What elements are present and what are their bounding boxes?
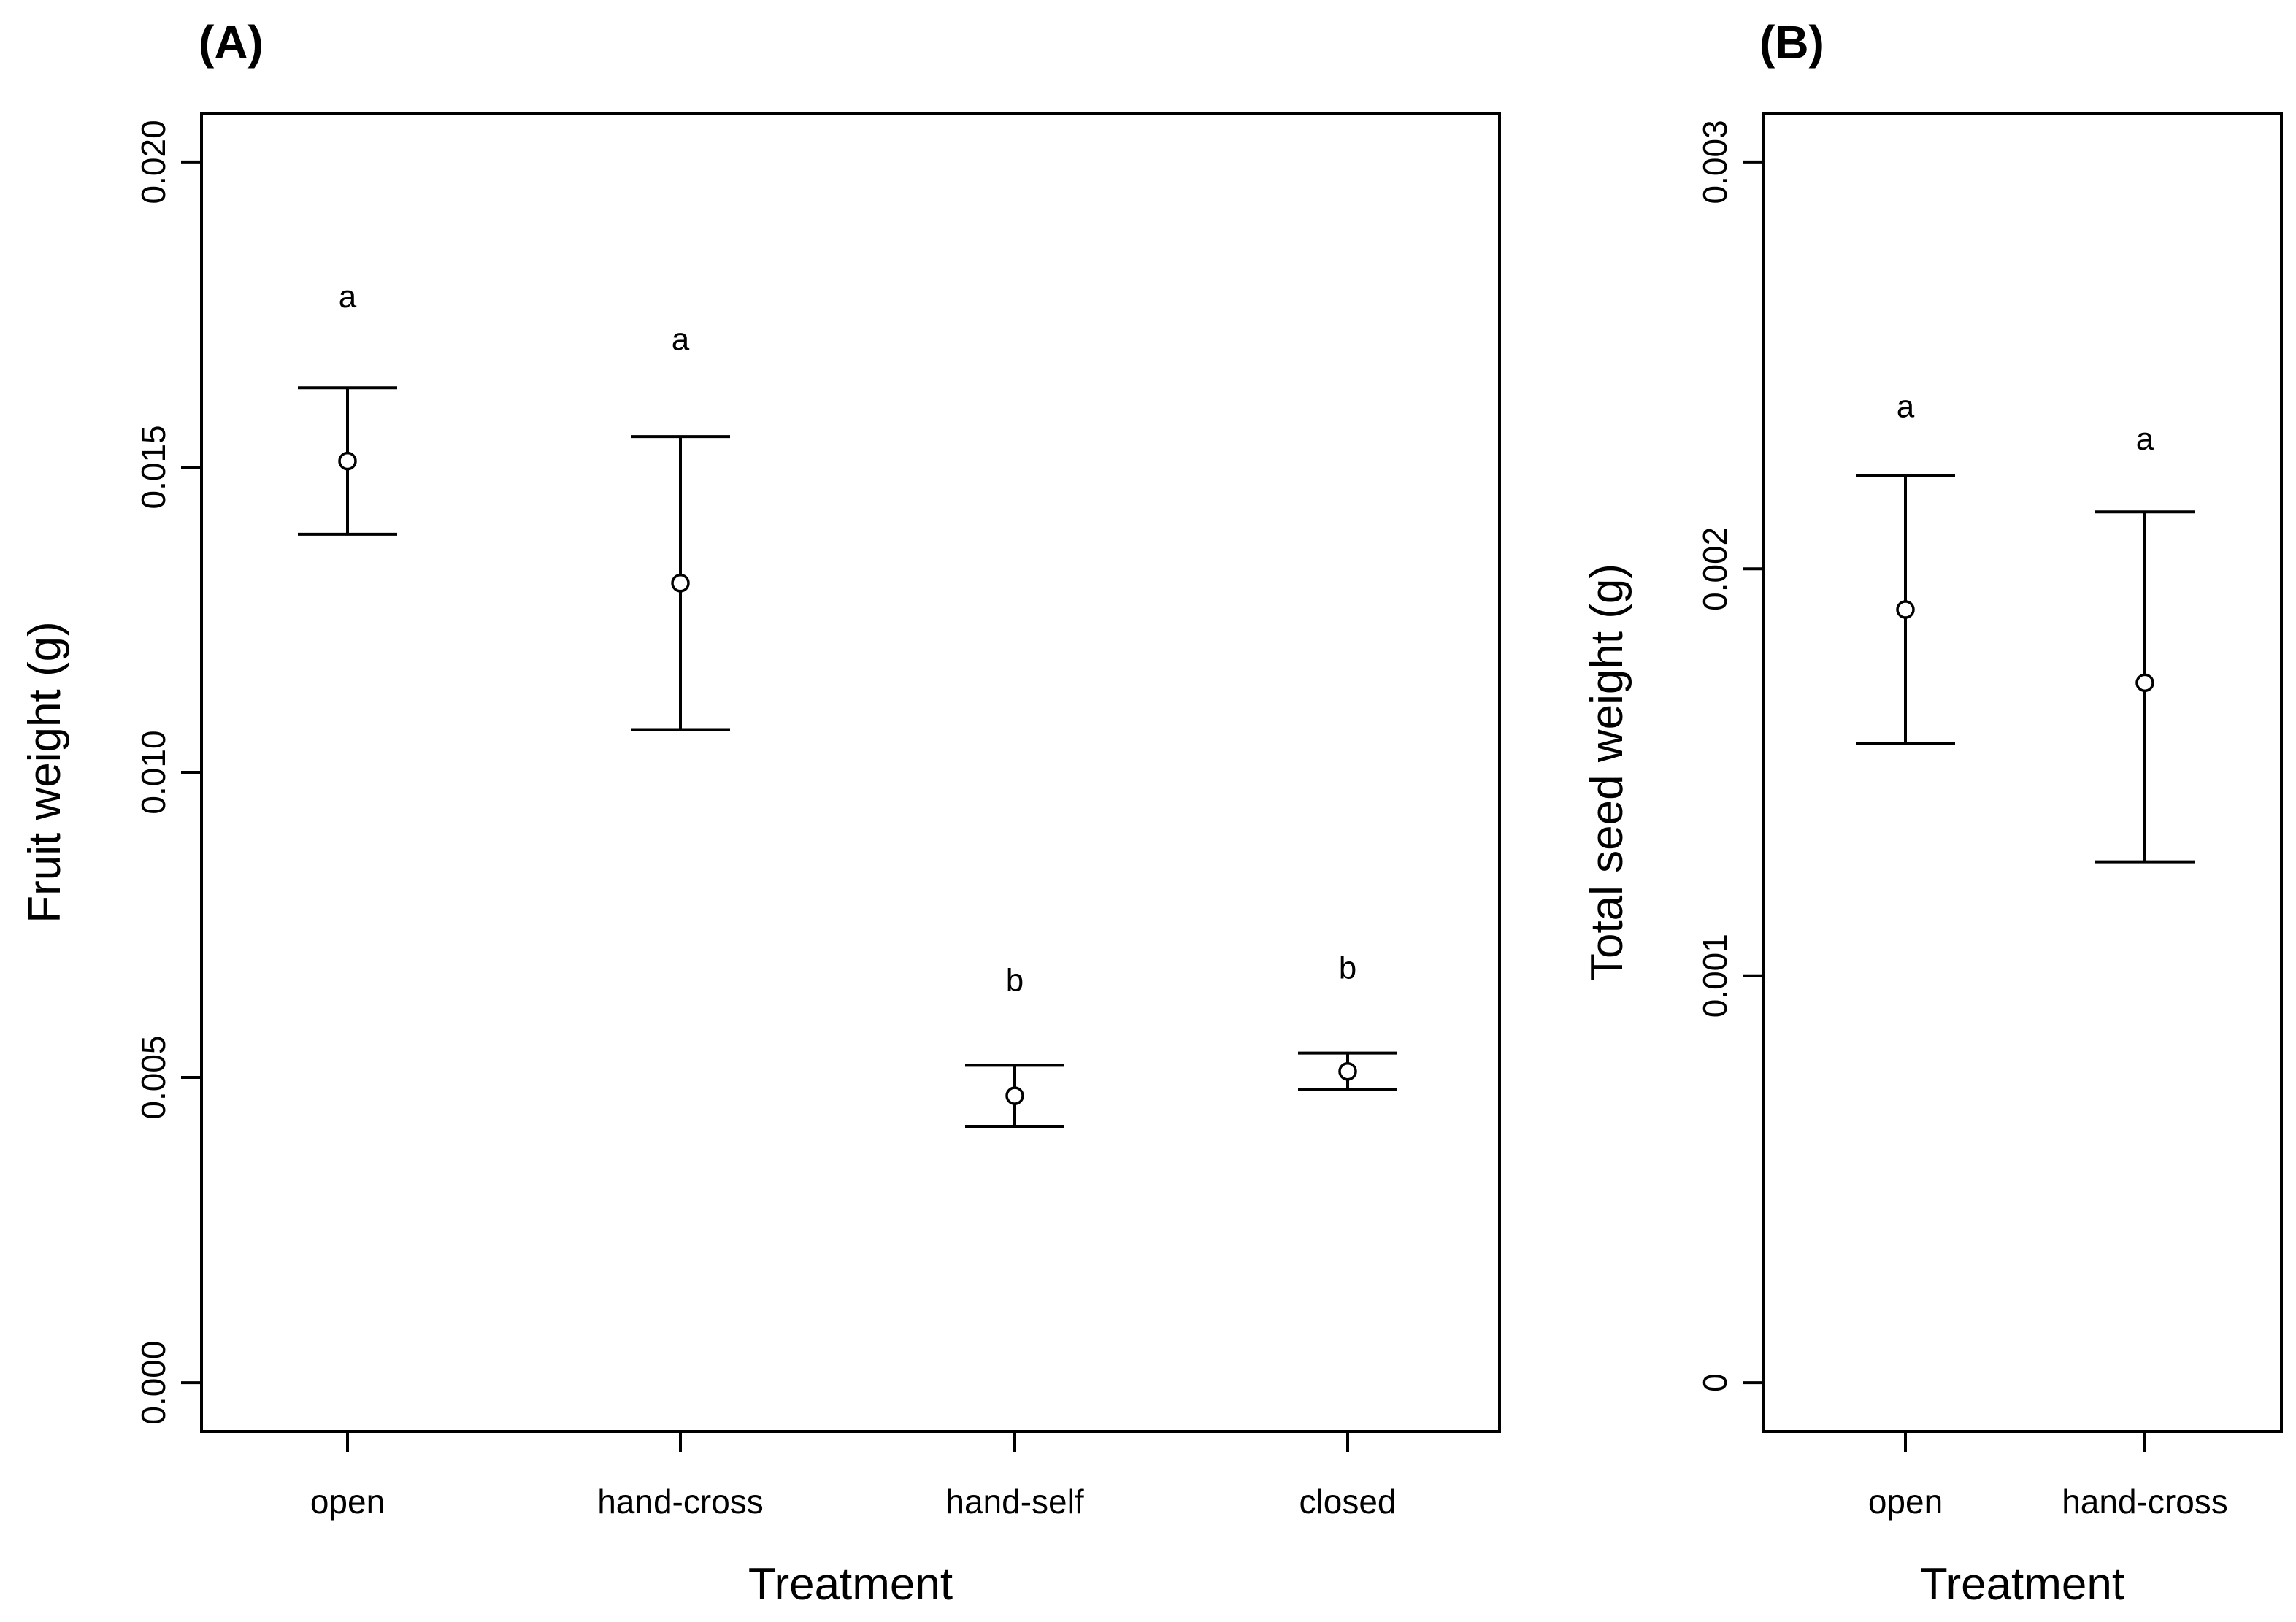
- y-tick-label: 0: [1696, 1373, 1734, 1392]
- y-tick-label: 0.020: [134, 120, 172, 204]
- mean-point: [1896, 600, 1915, 619]
- panel-b-label: (B): [1759, 16, 1824, 69]
- x-tick-label: hand-cross: [2062, 1483, 2228, 1521]
- x-tick-label: open: [310, 1483, 385, 1521]
- panel-a-x-axis-title: Treatment: [748, 1559, 953, 1610]
- panel-b-marks: aa: [1856, 388, 2195, 864]
- y-tick-label: 0.003: [1696, 120, 1734, 204]
- mean-point: [2135, 673, 2154, 693]
- mean-point: [338, 451, 357, 471]
- x-tick-label: open: [1868, 1483, 1943, 1521]
- panel-b-x-axis: open hand-cross: [1868, 1431, 2228, 1521]
- y-tick-label: 0.002: [1696, 527, 1734, 611]
- panel-a: (A) 0.000 0.005 0.010 0.015 0.020 open hand-c…: [20, 16, 1501, 1610]
- y-tick-label: 0.010: [134, 730, 172, 814]
- significance-letter: b: [1006, 962, 1024, 998]
- significance-letter: a: [2136, 421, 2154, 457]
- significance-letter: a: [672, 321, 690, 357]
- mean-point: [671, 574, 690, 593]
- panel-b-x-axis-title: Treatment: [1920, 1559, 2124, 1610]
- panel-b-y-axis: 0 0.001 0.002 0.003: [1696, 120, 1763, 1392]
- panel-a-label: (A): [199, 16, 264, 69]
- y-tick-label: 0.001: [1696, 934, 1734, 1018]
- x-tick-label: hand-cross: [597, 1483, 764, 1521]
- significance-letter: a: [1897, 388, 1915, 424]
- x-tick-label: closed: [1299, 1483, 1397, 1521]
- panel-b-y-axis-title: Total seed weight (g): [1582, 564, 1632, 981]
- y-tick-label: 0.000: [134, 1341, 172, 1425]
- panel-a-y-axis: 0.000 0.005 0.010 0.015 0.020: [134, 120, 201, 1425]
- mean-point: [1005, 1086, 1024, 1105]
- panel-a-y-axis-title: Fruit weight (g): [20, 621, 70, 923]
- y-tick-label: 0.005: [134, 1035, 172, 1119]
- panel-a-x-axis: open hand-cross hand-self closed: [310, 1431, 1397, 1521]
- panel-a-marks: a a b b: [298, 279, 1397, 1128]
- x-tick-label: hand-self: [945, 1483, 1083, 1521]
- significance-letter: b: [1339, 950, 1356, 986]
- y-tick-label: 0.015: [134, 425, 172, 509]
- mean-point: [1338, 1061, 1357, 1081]
- panel-b-plot-frame: [1762, 112, 2283, 1433]
- significance-letter: a: [339, 279, 357, 315]
